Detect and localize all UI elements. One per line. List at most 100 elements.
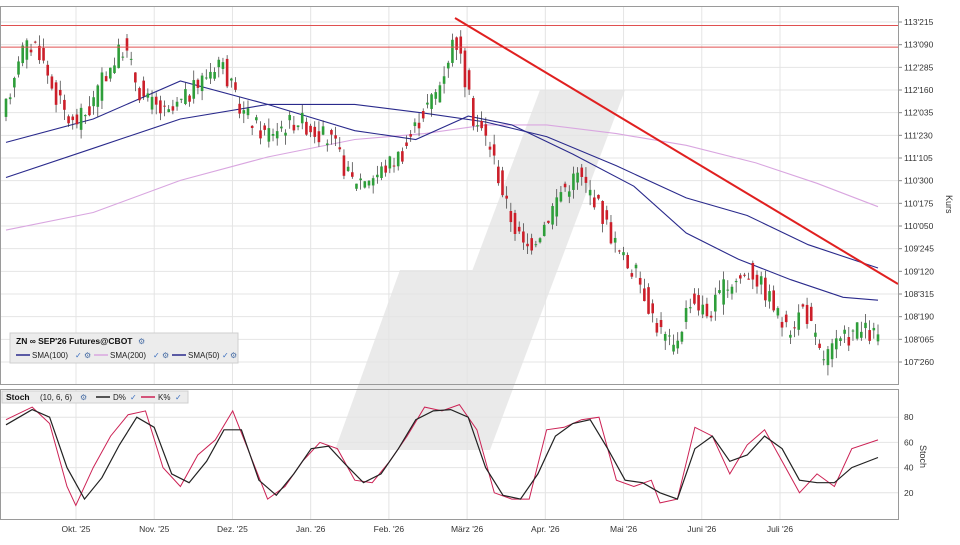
candle-down bbox=[497, 166, 500, 184]
candle-up bbox=[680, 331, 684, 342]
axes: 113'215 113'090 112'285 112'160 112'035 111'2… bbox=[61, 17, 934, 534]
candle-up bbox=[476, 125, 479, 127]
candle-down bbox=[305, 121, 308, 135]
candle-down bbox=[739, 275, 742, 279]
candle-down bbox=[405, 142, 408, 146]
candle-up bbox=[242, 110, 246, 114]
x-tick-label: Mai '26 bbox=[610, 524, 637, 534]
candle-up bbox=[572, 173, 575, 190]
candle-down bbox=[384, 165, 387, 173]
candle-up bbox=[96, 85, 100, 107]
candle-down bbox=[338, 147, 342, 150]
candle-up bbox=[576, 172, 579, 183]
legend-check-icon[interactable]: ✓ bbox=[222, 351, 229, 360]
stoch-legend-box bbox=[1, 390, 189, 404]
candle-down bbox=[522, 231, 525, 243]
candle-up bbox=[442, 76, 446, 84]
candle-down bbox=[805, 304, 809, 324]
price-panel-frame bbox=[0, 6, 899, 385]
x-tick-label: Nov. '25 bbox=[139, 524, 170, 534]
candle-up bbox=[100, 72, 104, 101]
legend-check-icon[interactable]: ✓ bbox=[153, 351, 160, 360]
candle-up bbox=[4, 98, 8, 117]
candle-up bbox=[567, 191, 571, 197]
candle-down bbox=[317, 131, 321, 143]
candle-down bbox=[651, 303, 654, 314]
candle-up bbox=[300, 112, 304, 124]
candle-up bbox=[204, 77, 208, 79]
candle-up bbox=[668, 335, 671, 337]
legend-label-sma100: SMA(100) bbox=[32, 351, 68, 360]
candle-up bbox=[872, 327, 876, 331]
candle-up bbox=[864, 322, 867, 329]
candle-up bbox=[622, 252, 625, 256]
legend-check-icon[interactable]: ✓ bbox=[175, 393, 182, 402]
candle-down bbox=[459, 36, 463, 54]
candle-up bbox=[438, 85, 442, 103]
candle-up bbox=[701, 304, 705, 315]
candle-down bbox=[509, 211, 513, 223]
overlays bbox=[1, 17, 899, 285]
stoch-tick-label: 40 bbox=[904, 463, 914, 473]
candle-up bbox=[843, 329, 846, 334]
x-tick-label: Apr. '26 bbox=[531, 524, 560, 534]
candle-up bbox=[726, 289, 730, 291]
candle-down bbox=[547, 220, 550, 223]
legend-gear-icon[interactable]: ⚙ bbox=[230, 351, 237, 360]
candle-down bbox=[605, 210, 609, 220]
candle-up bbox=[676, 340, 680, 349]
x-tick-label: Feb. '26 bbox=[374, 524, 405, 534]
x-tick-label: Jan. '26 bbox=[296, 524, 326, 534]
candle-up bbox=[684, 307, 688, 322]
candle-up bbox=[814, 332, 817, 337]
instrument-gear-icon[interactable]: ⚙ bbox=[138, 337, 145, 346]
stoch-d-line bbox=[5, 408, 879, 501]
legend-check-icon[interactable]: ✓ bbox=[75, 351, 82, 360]
candle-up bbox=[688, 307, 692, 309]
candle-up bbox=[213, 71, 216, 79]
candle-up bbox=[446, 62, 450, 69]
candle-up bbox=[376, 174, 379, 178]
stoch-tick-label: 20 bbox=[904, 488, 914, 498]
candles bbox=[4, 30, 880, 376]
candle-up bbox=[255, 117, 258, 121]
price-tick-label: 112'035 bbox=[904, 108, 934, 118]
candle-down bbox=[196, 79, 200, 88]
candle-down bbox=[63, 99, 66, 110]
candle-up bbox=[718, 290, 721, 293]
candle-down bbox=[784, 314, 788, 323]
stoch-panel-frame bbox=[0, 389, 899, 520]
candle-down bbox=[526, 243, 529, 247]
candle-down bbox=[67, 116, 70, 124]
candle-up bbox=[359, 178, 362, 181]
price-tick-label: 109'245 bbox=[904, 244, 934, 254]
candle-up bbox=[167, 109, 171, 113]
candle-up bbox=[663, 334, 667, 341]
candle-down bbox=[592, 197, 596, 208]
candle-up bbox=[396, 151, 400, 167]
candle-up bbox=[367, 180, 371, 186]
candle-down bbox=[697, 295, 700, 311]
candle-down bbox=[709, 315, 713, 318]
legend-check-icon[interactable]: ✓ bbox=[130, 393, 137, 402]
candle-down bbox=[471, 98, 475, 126]
legend-gear-icon[interactable]: ⚙ bbox=[84, 351, 91, 360]
candle-up bbox=[534, 244, 538, 246]
candle-up bbox=[613, 237, 617, 243]
price-tick-label: 108'315 bbox=[904, 289, 934, 299]
candle-down bbox=[421, 111, 425, 119]
candle-up bbox=[722, 279, 725, 305]
candle-up bbox=[221, 62, 225, 69]
legend-label-d: D% bbox=[113, 393, 126, 402]
stoch-gear-icon[interactable]: ⚙ bbox=[80, 393, 87, 402]
candle-down bbox=[138, 88, 141, 101]
candle-down bbox=[755, 274, 759, 287]
candle-up bbox=[267, 128, 271, 142]
legend-gear-icon[interactable]: ⚙ bbox=[162, 351, 169, 360]
candle-up bbox=[413, 122, 417, 127]
price-tick-label: 109'120 bbox=[904, 266, 934, 276]
candle-down bbox=[818, 343, 821, 348]
candle-down bbox=[647, 287, 650, 314]
candle-up bbox=[851, 330, 855, 332]
candle-up bbox=[179, 98, 183, 100]
